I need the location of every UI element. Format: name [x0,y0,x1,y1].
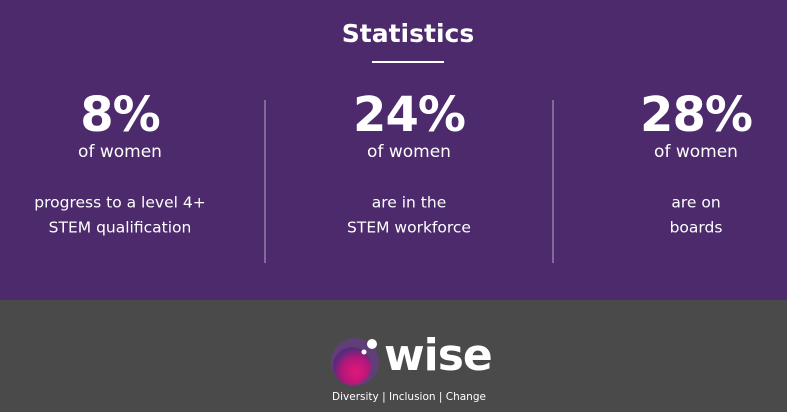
stat-description: STEM qualification [49,219,192,237]
stat-unit: of women [654,142,738,162]
stat-description: are in the [372,194,447,212]
stat-unit: of women [78,142,162,162]
title: Statistics [342,19,474,48]
stat-description: are on [671,194,720,212]
logo-text: wise [384,330,492,381]
stat-description: boards [670,219,723,237]
logo-icon [331,338,379,386]
stat-description: STEM workforce [347,219,471,237]
stat-unit: of women [367,142,451,162]
footer-panel [0,300,787,412]
stat-value: 8% [80,87,160,143]
stat-value: 24% [353,87,465,143]
stats-panel [0,0,787,300]
tagline: Diversity | Inclusion | Change [332,391,486,403]
stat-value: 28% [640,87,752,143]
stat-description: progress to a level 4+ [34,194,205,212]
